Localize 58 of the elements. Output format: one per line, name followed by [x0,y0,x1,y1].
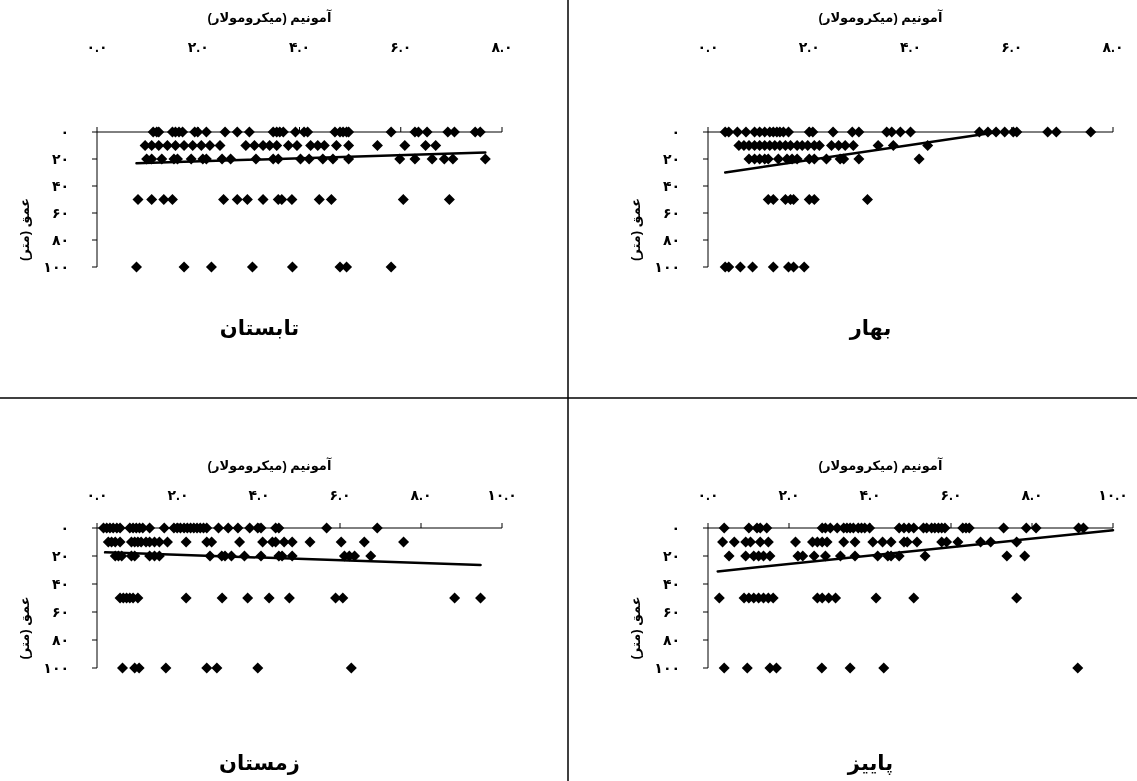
y-axis-title: عمق (متر) [17,596,32,660]
text: پاییز [846,751,894,775]
y-tick-label: ۰ [60,520,69,536]
x-tick-label: ۸.۰ [1102,39,1124,55]
y-tick-label: ۰ [671,520,680,536]
x-tick-label: ۶.۰ [1001,39,1023,55]
x-axis-title: آمونیم (میکرومولار) [818,457,943,473]
y-tick-label: ۲۰ [662,151,680,167]
text: بهار [848,316,892,340]
x-tick-label: ۰.۰ [697,39,719,55]
y-tick-label: ۱۰۰ [43,259,69,275]
x-tick-label: ۶.۰ [390,39,412,55]
y-tick-label: ۲۰ [51,548,69,564]
y-tick-label: ۶۰ [662,205,680,221]
text: زمستان [219,751,300,775]
y-tick-label: ۴۰ [662,576,680,592]
y-tick-label: ۴۰ [662,178,680,194]
x-tick-label: ۸.۰ [410,487,432,503]
x-tick-label: ۴.۰ [289,39,310,55]
y-tick-label: ۸۰ [51,232,69,248]
x-axis-title: آمونیم (میکرومولار) [207,9,332,25]
x-tick-label: ۴.۰ [900,39,921,55]
y-tick-label: ۰ [60,124,69,140]
x-tick-label: ۶.۰ [329,487,351,503]
x-tick-label: ۲.۰ [187,39,209,55]
x-tick-label: ۱۰.۰ [487,487,517,503]
x-tick-label: ۰.۰ [697,487,719,503]
y-tick-label: ۴۰ [51,178,69,194]
y-tick-label: ۲۰ [662,548,680,564]
x-tick-label: ۴.۰ [248,487,270,503]
y-tick-label: ۸۰ [51,632,69,648]
y-tick-label: ۴۰ [51,576,69,592]
y-tick-label: ۸۰ [662,632,680,648]
y-axis-title: عمق (متر) [17,197,32,262]
y-tick-label: ۰ [671,124,680,140]
y-tick-label: ۶۰ [51,604,69,620]
x-tick-label: ۸.۰ [491,39,513,55]
y-axis-title: عمق (متر) [628,197,643,262]
y-tick-label: ۲۰ [51,151,69,167]
x-tick-label: ۲.۰ [798,39,820,55]
x-tick-label: ۲.۰ [778,487,800,503]
x-tick-label: ۴.۰ [859,487,881,503]
x-tick-label: ۰.۰ [86,487,108,503]
x-tick-label: ۰.۰ [86,39,108,55]
y-tick-label: ۶۰ [51,205,69,221]
x-tick-label: ۲.۰ [167,487,189,503]
y-tick-label: ۶۰ [662,604,680,620]
x-tick-label: ۶.۰ [940,487,962,503]
y-axis-title: عمق (متر) [628,596,643,660]
y-tick-label: ۸۰ [662,232,680,248]
y-tick-label: ۱۰۰ [654,259,680,275]
x-axis-title: آمونیم (میکرومولار) [207,457,332,473]
x-axis-title: آمونیم (میکرومولار) [818,9,943,25]
text: تابستان [219,316,300,339]
x-tick-label: ۸.۰ [1021,487,1043,503]
x-tick-label: ۱۰.۰ [1098,487,1128,503]
y-tick-label: ۱۰۰ [43,660,69,676]
y-tick-label: ۱۰۰ [654,660,680,676]
